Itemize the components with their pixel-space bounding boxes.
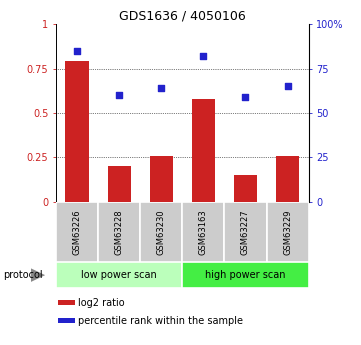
Text: high power scan: high power scan bbox=[205, 270, 286, 280]
Bar bbox=[108, 166, 131, 202]
Bar bbox=[182, 262, 309, 288]
Bar bbox=[234, 175, 257, 202]
Bar bbox=[65, 61, 88, 202]
Bar bbox=[225, 202, 266, 262]
Point bbox=[200, 53, 206, 59]
Text: GSM63230: GSM63230 bbox=[157, 209, 166, 255]
Point bbox=[116, 92, 122, 98]
Bar bbox=[58, 318, 75, 323]
Point bbox=[285, 83, 291, 89]
Text: GSM63226: GSM63226 bbox=[73, 209, 82, 255]
Text: percentile rank within the sample: percentile rank within the sample bbox=[78, 316, 243, 326]
Bar bbox=[58, 300, 75, 305]
Title: GDS1636 / 4050106: GDS1636 / 4050106 bbox=[119, 10, 246, 23]
Point bbox=[74, 48, 80, 53]
Bar bbox=[182, 202, 225, 262]
Bar bbox=[150, 156, 173, 202]
Text: protocol: protocol bbox=[4, 270, 43, 280]
Bar bbox=[98, 202, 140, 262]
Bar bbox=[192, 99, 215, 202]
Bar bbox=[266, 202, 309, 262]
Text: low power scan: low power scan bbox=[81, 270, 157, 280]
Text: GSM63229: GSM63229 bbox=[283, 209, 292, 255]
Text: GSM63228: GSM63228 bbox=[115, 209, 123, 255]
Bar bbox=[276, 156, 299, 202]
Bar bbox=[56, 202, 98, 262]
Text: log2 ratio: log2 ratio bbox=[78, 298, 125, 308]
Point bbox=[243, 94, 248, 100]
Text: GSM63163: GSM63163 bbox=[199, 209, 208, 255]
Point bbox=[158, 85, 164, 91]
Bar bbox=[56, 262, 182, 288]
Text: GSM63227: GSM63227 bbox=[241, 209, 250, 255]
Polygon shape bbox=[31, 268, 45, 282]
Bar bbox=[140, 202, 182, 262]
